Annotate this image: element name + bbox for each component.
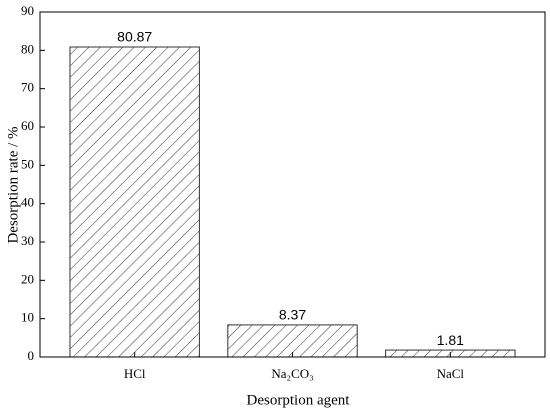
x-tick-label: HCl xyxy=(124,366,146,381)
bar xyxy=(385,349,516,358)
y-tick-label: 90 xyxy=(21,3,34,18)
value-label: 80.87 xyxy=(117,29,152,45)
y-tick-label: 20 xyxy=(21,271,34,286)
bar xyxy=(227,324,358,358)
bar xyxy=(69,46,200,358)
y-tick-label: 30 xyxy=(21,233,34,248)
y-tick-label: 50 xyxy=(21,156,34,171)
y-tick-label: 10 xyxy=(21,310,34,325)
x-tick-label: NaCl xyxy=(437,366,465,381)
y-tick-label: 80 xyxy=(21,41,34,56)
x-axis-label: Desorption agent xyxy=(247,392,351,408)
x-tick-label: Na₂CO₃ xyxy=(271,366,313,381)
y-axis-label: Desorption rate / % xyxy=(5,126,21,243)
y-tick-label: 0 xyxy=(28,348,35,363)
value-label: 1.81 xyxy=(437,332,464,348)
value-label: 8.37 xyxy=(279,307,306,323)
plot-frame xyxy=(39,11,546,358)
y-tick-label: 40 xyxy=(21,195,34,210)
y-tick-label: 60 xyxy=(21,118,34,133)
y-tick-label: 70 xyxy=(21,80,34,95)
